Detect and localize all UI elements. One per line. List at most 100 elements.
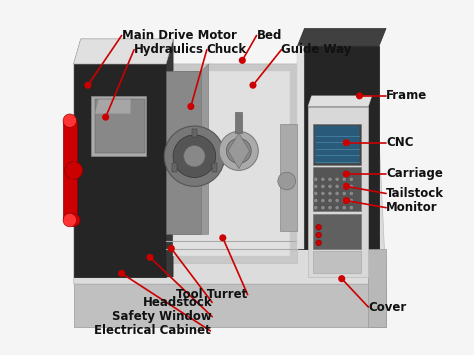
FancyBboxPatch shape xyxy=(63,121,76,220)
Circle shape xyxy=(338,275,345,282)
Polygon shape xyxy=(308,96,372,106)
Circle shape xyxy=(316,232,321,238)
FancyBboxPatch shape xyxy=(313,124,361,165)
Polygon shape xyxy=(73,64,386,284)
Polygon shape xyxy=(166,71,201,234)
Polygon shape xyxy=(201,64,209,234)
FancyBboxPatch shape xyxy=(313,251,361,273)
Text: Safety Window: Safety Window xyxy=(112,310,212,323)
Circle shape xyxy=(342,191,346,196)
Text: Tailstock: Tailstock xyxy=(386,187,444,200)
Circle shape xyxy=(328,177,332,181)
Circle shape xyxy=(321,177,325,181)
Circle shape xyxy=(314,198,318,203)
Text: Bed: Bed xyxy=(256,29,282,42)
Circle shape xyxy=(314,177,318,181)
Circle shape xyxy=(84,82,91,89)
Circle shape xyxy=(118,270,125,277)
Polygon shape xyxy=(73,39,173,64)
Circle shape xyxy=(278,172,296,190)
Circle shape xyxy=(249,82,256,89)
Circle shape xyxy=(63,114,76,127)
Circle shape xyxy=(343,170,350,178)
Circle shape xyxy=(314,191,318,196)
Polygon shape xyxy=(73,284,386,327)
Circle shape xyxy=(335,191,339,196)
Polygon shape xyxy=(73,64,166,277)
Circle shape xyxy=(102,114,109,121)
Polygon shape xyxy=(172,163,177,172)
Polygon shape xyxy=(211,163,217,172)
Circle shape xyxy=(321,206,325,210)
Circle shape xyxy=(321,198,325,203)
Circle shape xyxy=(349,184,354,189)
Circle shape xyxy=(328,191,332,196)
Circle shape xyxy=(316,240,321,246)
FancyBboxPatch shape xyxy=(313,167,361,211)
Circle shape xyxy=(342,177,346,181)
Circle shape xyxy=(342,198,346,203)
Circle shape xyxy=(343,183,350,190)
Circle shape xyxy=(184,146,205,167)
FancyBboxPatch shape xyxy=(313,214,361,248)
Circle shape xyxy=(314,206,318,210)
Circle shape xyxy=(219,131,258,170)
Circle shape xyxy=(187,103,194,110)
Circle shape xyxy=(343,139,350,146)
Polygon shape xyxy=(73,259,386,284)
Polygon shape xyxy=(73,39,173,64)
Circle shape xyxy=(67,214,80,226)
Text: Monitor: Monitor xyxy=(386,201,438,214)
Circle shape xyxy=(342,206,346,210)
Text: Hydraulics: Hydraulics xyxy=(134,43,204,56)
FancyBboxPatch shape xyxy=(91,96,146,156)
Circle shape xyxy=(173,135,216,178)
Circle shape xyxy=(164,126,225,186)
Polygon shape xyxy=(173,71,290,256)
Circle shape xyxy=(335,177,339,181)
Circle shape xyxy=(146,254,154,261)
Polygon shape xyxy=(191,129,197,137)
Circle shape xyxy=(328,184,332,189)
FancyBboxPatch shape xyxy=(315,126,359,163)
Circle shape xyxy=(219,234,227,241)
Text: Guide Way: Guide Way xyxy=(282,43,352,56)
Text: Headstock: Headstock xyxy=(143,296,212,309)
FancyBboxPatch shape xyxy=(235,112,242,133)
Circle shape xyxy=(356,92,363,99)
Circle shape xyxy=(239,57,246,64)
Polygon shape xyxy=(95,99,130,114)
Polygon shape xyxy=(297,28,386,46)
Circle shape xyxy=(316,224,321,230)
Circle shape xyxy=(321,184,325,189)
Polygon shape xyxy=(166,64,297,263)
Polygon shape xyxy=(308,106,368,277)
FancyBboxPatch shape xyxy=(95,99,145,153)
Polygon shape xyxy=(368,248,386,327)
Circle shape xyxy=(314,184,318,189)
Circle shape xyxy=(349,198,354,203)
Polygon shape xyxy=(297,46,304,248)
Text: Main Drive Motor: Main Drive Motor xyxy=(122,29,237,42)
Circle shape xyxy=(349,177,354,181)
Circle shape xyxy=(349,191,354,196)
Circle shape xyxy=(343,197,350,204)
Circle shape xyxy=(168,245,175,252)
Circle shape xyxy=(65,162,82,179)
Circle shape xyxy=(63,213,76,227)
Circle shape xyxy=(328,198,332,203)
Text: Cover: Cover xyxy=(368,301,407,313)
Polygon shape xyxy=(297,46,379,248)
Circle shape xyxy=(227,138,251,163)
Polygon shape xyxy=(280,124,297,231)
Polygon shape xyxy=(228,133,249,169)
Circle shape xyxy=(321,191,325,196)
Text: Tool Turret: Tool Turret xyxy=(176,288,247,301)
Polygon shape xyxy=(166,39,173,277)
Circle shape xyxy=(349,206,354,210)
Text: CNC: CNC xyxy=(386,136,414,149)
Circle shape xyxy=(335,206,339,210)
Circle shape xyxy=(335,198,339,203)
Circle shape xyxy=(328,206,332,210)
Text: Carriage: Carriage xyxy=(386,168,443,180)
